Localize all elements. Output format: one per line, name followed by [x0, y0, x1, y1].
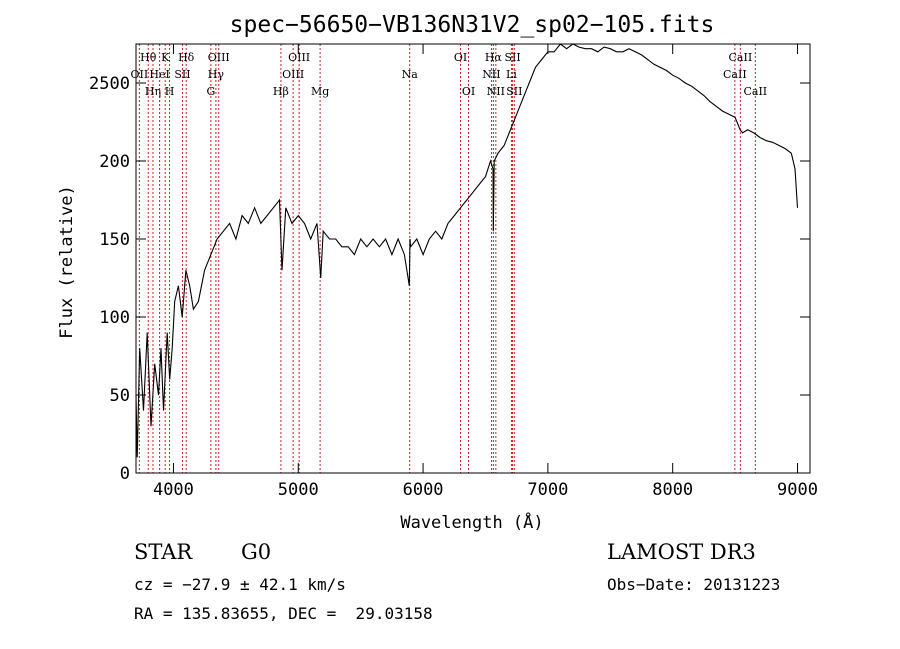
- line-marker-label: CaII: [743, 85, 767, 98]
- line-marker-label: OI: [454, 51, 467, 64]
- line-marker-label: OI: [462, 85, 475, 98]
- line-marker-label: Hγ: [208, 68, 225, 81]
- x-axis-ticks: 4000 5000 6000 7000 8000 9000: [153, 44, 818, 500]
- object-subclass: G0: [241, 540, 272, 564]
- line-marker-label: G: [206, 85, 215, 98]
- line-marker-label: CaII: [729, 51, 753, 64]
- survey-name: LAMOST DR3: [607, 540, 756, 564]
- line-marker-label: NII: [487, 85, 505, 98]
- chart-title: spec−56650−VB136N31V2_sp02−105.fits: [230, 12, 715, 38]
- line-marker-label: K: [161, 51, 170, 64]
- y-tick-label: 200: [99, 152, 130, 172]
- line-marker-label: CaII: [723, 68, 747, 81]
- y-tick-label: 100: [99, 308, 130, 328]
- x-tick-label: 7000: [527, 480, 568, 500]
- y-axis-label: Flux (relative): [57, 185, 77, 339]
- y-tick-label: 0: [120, 464, 130, 484]
- flux-series-line: [135, 43, 799, 458]
- x-axis-label: Wavelength (Å): [400, 511, 543, 533]
- line-marker-label: SII: [506, 85, 522, 98]
- line-marker-label: Li: [506, 68, 517, 81]
- line-marker-labels: Hθ OII Hη HeI K H SII Hδ OIII Hγ G Hβ OIII OIII Mg Na OI…: [131, 51, 768, 98]
- x-tick-label: 4000: [153, 480, 194, 500]
- line-marker-label: Mg: [311, 85, 329, 98]
- plot-frame: [135, 43, 811, 474]
- line-marker-label: H: [165, 85, 175, 98]
- line-marker-label: OIII: [282, 68, 304, 81]
- line-marker-label: OII: [131, 68, 149, 81]
- line-markers: [138, 44, 756, 473]
- line-marker-label: HeI: [149, 68, 169, 81]
- line-marker-label: OIII: [288, 51, 310, 64]
- redshift-velocity: cz = −27.9 ± 42.1 km/s: [134, 575, 346, 594]
- y-tick-label: 2500: [89, 74, 130, 94]
- line-marker-label: OIII: [208, 51, 230, 64]
- line-marker-label: Hη: [145, 85, 161, 98]
- x-tick-label: 6000: [403, 480, 444, 500]
- y-tick-label: 50: [110, 386, 130, 406]
- y-axis-ticks: 0 50 100 150 200 2500: [89, 74, 810, 484]
- x-tick-label: 5000: [278, 480, 319, 500]
- x-tick-label: 8000: [652, 480, 693, 500]
- object-class: STAR: [134, 540, 193, 564]
- line-marker-label: Hβ: [273, 85, 289, 98]
- line-marker-label: Hδ: [178, 51, 195, 64]
- line-marker-label: NII: [482, 68, 500, 81]
- y-tick-label: 150: [99, 230, 130, 250]
- line-marker-label: SII: [504, 51, 520, 64]
- x-tick-label: 9000: [777, 480, 818, 500]
- line-marker-label: Hα: [485, 51, 503, 64]
- line-marker-label: Hθ: [140, 51, 157, 64]
- observation-date: Obs−Date: 20131223: [607, 575, 781, 594]
- line-marker-label: Na: [402, 68, 419, 81]
- coordinates: RA = 135.83655, DEC = 29.03158: [134, 604, 433, 623]
- line-marker-label: SII: [174, 68, 190, 81]
